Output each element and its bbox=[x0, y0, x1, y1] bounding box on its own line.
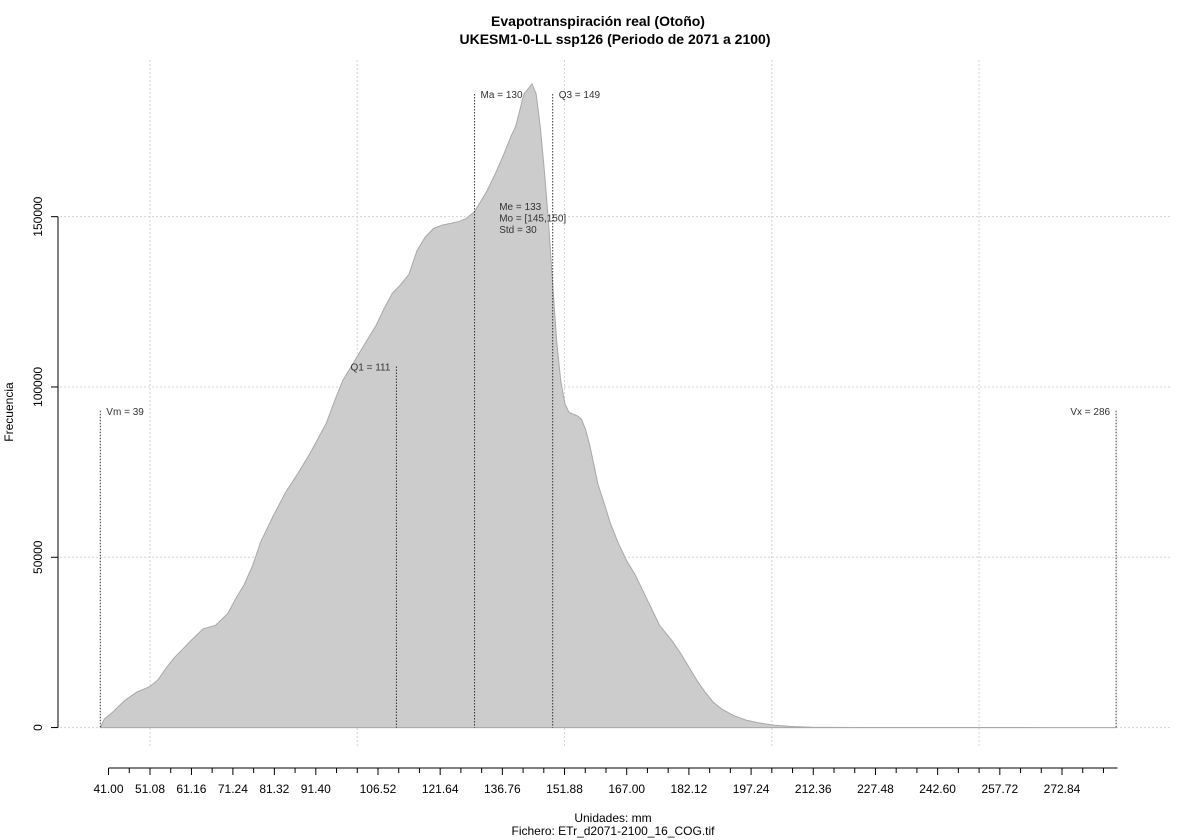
x-tick-label: 106.52 bbox=[360, 782, 397, 796]
x-tick-label: 242.60 bbox=[919, 782, 956, 796]
y-axis: 0 50000 100000 150000 bbox=[31, 196, 59, 731]
x-tick-label: 257.72 bbox=[981, 782, 1018, 796]
x-tick-label: 272.84 bbox=[1044, 782, 1081, 796]
x-tick-label: 91.40 bbox=[301, 782, 331, 796]
stats-line: Me = 133 bbox=[499, 202, 541, 213]
x-axis: 41.00 51.08 61.16 71.24 81.32 91.40 106.52 121.… bbox=[94, 767, 1118, 796]
x-tick-label: 61.16 bbox=[176, 782, 206, 796]
x-tick-label: 136.76 bbox=[484, 782, 521, 796]
chart-subtitle: UKESM1-0-LL ssp126 (Periodo de 2071 a 21… bbox=[460, 31, 771, 47]
x-tick-label: 167.00 bbox=[608, 782, 645, 796]
x-axis-label: Unidades: mm bbox=[574, 811, 651, 825]
x-tick-label: 212.36 bbox=[795, 782, 832, 796]
y-tick-label: 0 bbox=[31, 724, 45, 731]
stat-label: Vm = 39 bbox=[106, 407, 144, 418]
stat-label: Vx = 286 bbox=[1070, 407, 1110, 418]
statistic-lines: Vm = 39 Q1 = 111 Ma = 130 Q3 = 149 Vx = 286 bbox=[99, 90, 1117, 728]
stat-label: Q1 = 111 bbox=[350, 363, 390, 374]
file-name-label: Fichero: ETr_d2071-2100_16_COG.tif bbox=[512, 824, 716, 838]
stat-label: Q3 = 149 bbox=[559, 90, 601, 101]
x-tick-label: 71.24 bbox=[218, 782, 248, 796]
chart-title: Evapotranspiración real (Otoño) bbox=[491, 13, 705, 29]
y-tick-label: 50000 bbox=[31, 540, 45, 574]
stat-label: Ma = 130 bbox=[481, 90, 523, 101]
x-tick-label: 81.32 bbox=[259, 782, 289, 796]
x-tick-label: 51.08 bbox=[135, 782, 165, 796]
density-area bbox=[99, 82, 1117, 729]
x-tick-label: 197.24 bbox=[733, 782, 770, 796]
stats-line: Std = 30 bbox=[499, 225, 537, 236]
y-tick-label: 150000 bbox=[31, 196, 45, 236]
y-tick-label: 100000 bbox=[31, 367, 45, 407]
x-tick-label: 227.48 bbox=[857, 782, 894, 796]
x-tick-label: 182.12 bbox=[671, 782, 708, 796]
stats-line: Mo = [145,150] bbox=[499, 213, 566, 224]
x-tick-label: 151.88 bbox=[546, 782, 583, 796]
x-tick-label: 121.64 bbox=[422, 782, 459, 796]
y-axis-label: Frecuencia bbox=[2, 382, 16, 442]
x-tick-label: 41.00 bbox=[94, 782, 124, 796]
